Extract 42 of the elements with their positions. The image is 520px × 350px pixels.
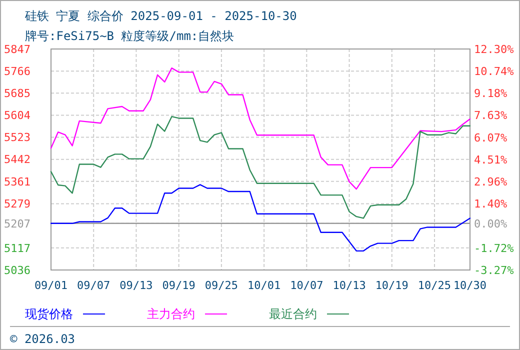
- legend-label: 最近合约: [269, 307, 317, 321]
- y-tick-label: 5523: [4, 131, 30, 144]
- y2-tick-label: -3.27%: [474, 264, 514, 277]
- chart-title: 硅铁 宁夏 综合价 2025-09-01 - 2025-10-30: [24, 9, 297, 23]
- legend-label: 主力合约: [147, 307, 195, 321]
- x-tick-label: 09/01: [34, 279, 68, 292]
- x-tick-label: 09/13: [120, 279, 153, 292]
- x-tick-label: 10/30: [453, 279, 487, 292]
- y-tick-label: 5847: [4, 42, 30, 56]
- y2-tick-label: 2.96%: [474, 175, 508, 188]
- line-series: [50, 116, 471, 219]
- y2-tick-label: 0.00%: [474, 217, 508, 230]
- y-tick-label: 5685: [4, 86, 30, 100]
- y-tick-label: 5604: [4, 109, 31, 122]
- y2-tick-label: 10.74%: [474, 64, 514, 78]
- y2-tick-label: 12.30%: [474, 42, 514, 56]
- y2-tick-label: 1.40%: [474, 198, 508, 211]
- y-tick-label: 5442: [4, 153, 30, 166]
- line-series: [50, 67, 471, 190]
- y2-tick-label: 7.63%: [474, 109, 508, 122]
- x-tick-label: 09/19: [162, 279, 196, 292]
- x-tick-label: 09/25: [204, 279, 238, 292]
- y2-tick-label: 6.07%: [474, 131, 508, 144]
- text: © 2026.03: [10, 332, 76, 346]
- line-series: [50, 184, 471, 252]
- x-tick-label: 10/13: [332, 279, 366, 292]
- legend-label: 现货价格: [25, 307, 73, 321]
- y-tick-label: 5207: [4, 217, 30, 230]
- y2-tick-label: 4.51%: [474, 153, 508, 166]
- y-tick-label: 5117: [4, 242, 30, 255]
- y-tick-label: 5361: [4, 175, 30, 188]
- x-tick-label: 10/01: [247, 279, 281, 292]
- x-tick-label: 10/25: [418, 279, 452, 292]
- y2-tick-label: 9.18%: [474, 87, 508, 100]
- y-tick-label: 5036: [4, 264, 30, 277]
- y-tick-label: 5279: [4, 198, 30, 211]
- chart-subtitle: 牌号:FeSi75~B 粒度等级/mm:自然块: [25, 29, 234, 43]
- x-tick-label: 10/19: [375, 279, 408, 292]
- x-tick-label: 09/07: [77, 279, 110, 292]
- y2-tick-label: -1.72%: [474, 242, 514, 255]
- y-tick-label: 5766: [4, 64, 30, 78]
- x-tick-label: 10/07: [290, 279, 324, 292]
